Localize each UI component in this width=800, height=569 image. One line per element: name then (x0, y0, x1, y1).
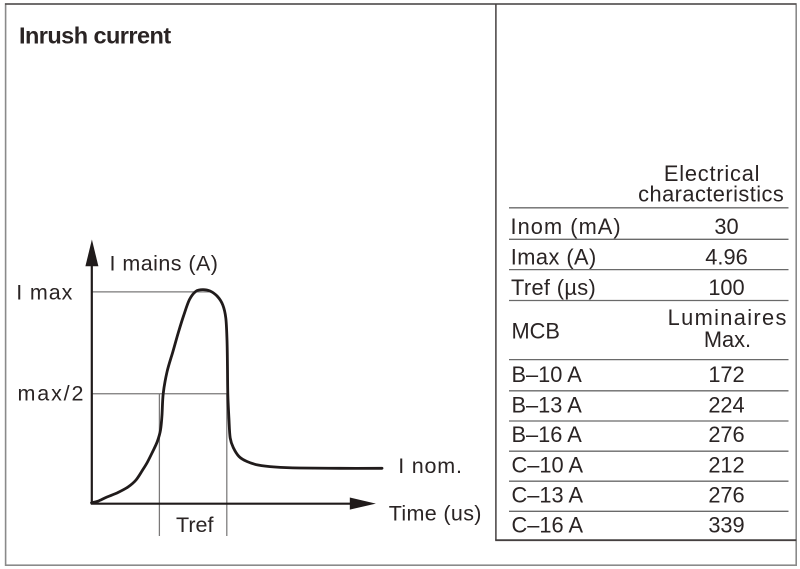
svg-text:max/2: max/2 (18, 382, 86, 406)
svg-text:B–16 A: B–16 A (512, 422, 583, 447)
svg-text:C–16 A: C–16 A (512, 513, 584, 538)
svg-text:224: 224 (708, 392, 744, 417)
svg-text:I nom.: I nom. (398, 454, 463, 478)
svg-text:276: 276 (708, 483, 744, 508)
svg-text:Luminaires: Luminaires (668, 305, 788, 330)
svg-text:Max.: Max. (704, 327, 751, 352)
svg-text:276: 276 (708, 422, 744, 447)
svg-text:Tref: Tref (176, 513, 213, 537)
svg-text:I max: I max (16, 281, 73, 305)
svg-text:172: 172 (708, 362, 744, 387)
svg-text:212: 212 (708, 452, 744, 477)
svg-text:4.96: 4.96 (705, 244, 747, 269)
svg-text:B–10 A: B–10 A (512, 362, 583, 387)
svg-text:Electrical: Electrical (664, 161, 760, 186)
svg-text:C–13 A: C–13 A (512, 483, 584, 508)
svg-text:MCB: MCB (512, 319, 560, 344)
svg-text:Tref (µs): Tref (µs) (511, 275, 596, 300)
svg-text:100: 100 (708, 275, 744, 300)
svg-text:Inom (mA): Inom (mA) (511, 214, 622, 239)
svg-text:339: 339 (708, 513, 744, 538)
svg-text:Inrush current: Inrush current (19, 23, 171, 49)
svg-text:C–10 A: C–10 A (512, 452, 584, 477)
svg-text:30: 30 (714, 214, 738, 239)
svg-text:characteristics: characteristics (638, 181, 784, 206)
svg-text:I mains (A): I mains (A) (110, 251, 219, 275)
svg-text:Time (us): Time (us) (389, 502, 482, 526)
svg-text:Imax (A): Imax (A) (511, 244, 597, 269)
svg-text:B–13 A: B–13 A (512, 392, 583, 417)
